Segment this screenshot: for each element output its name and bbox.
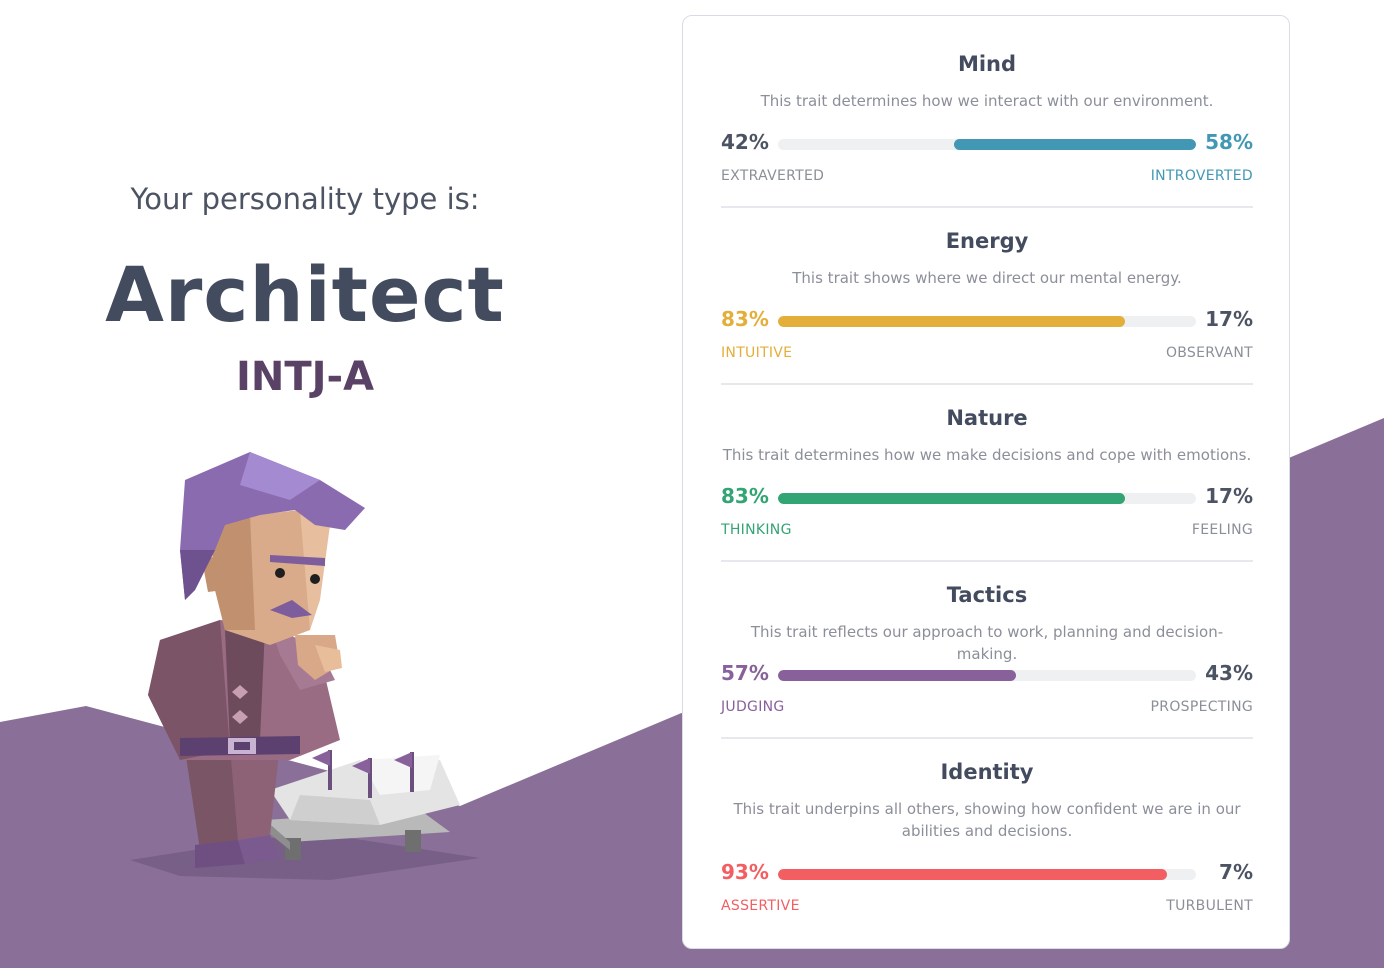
right-percentage: 17% xyxy=(1205,307,1253,331)
right-percentage: 7% xyxy=(1219,860,1253,884)
trait-divider xyxy=(721,206,1253,208)
trait-bar-track xyxy=(778,869,1196,880)
left-percentage: 57% xyxy=(721,661,769,685)
right-percentage: 58% xyxy=(1205,130,1253,154)
personality-traits-card: Mind This trait determines how we intera… xyxy=(682,15,1290,949)
trait-description: This trait determines how we make decisi… xyxy=(722,446,1252,464)
trait-bar-track xyxy=(778,670,1196,681)
trait-bar-fill xyxy=(778,670,1016,681)
trait-description: This trait shows where we direct our men… xyxy=(792,269,1182,287)
left-percentage: 83% xyxy=(721,307,769,331)
trait-bar-track xyxy=(778,316,1196,327)
trait-score-row: 83% 17% xyxy=(721,484,1253,514)
intro-text: Your personality type is: xyxy=(130,182,480,216)
personality-type-summary: Your personality type is: Architect INTJ… xyxy=(0,0,610,968)
trait-bar-fill xyxy=(778,493,1125,504)
right-trait-label: OBSERVANT xyxy=(1165,345,1253,361)
trait-labels: THINKING FEELING xyxy=(721,522,1253,542)
trait-title: Identity xyxy=(940,760,1034,784)
trait-divider xyxy=(721,560,1253,562)
trait-score-row: 57% 43% xyxy=(721,661,1253,691)
right-trait-label: INTROVERTED xyxy=(1150,168,1253,184)
trait-description: This trait reflects our approach to work… xyxy=(750,623,1224,663)
right-percentage: 17% xyxy=(1205,484,1253,508)
trait-labels: ASSERTIVE TURBULENT xyxy=(721,898,1253,918)
right-trait-label: TURBULENT xyxy=(1166,898,1253,914)
left-percentage: 42% xyxy=(721,130,769,154)
trait-score-row: 83% 17% xyxy=(721,307,1253,337)
left-percentage: 93% xyxy=(721,860,769,884)
trait-bar-fill xyxy=(778,869,1167,880)
trait-labels: INTUITIVE OBSERVANT xyxy=(721,345,1253,365)
trait-divider xyxy=(721,737,1253,739)
trait-title: Mind xyxy=(957,52,1017,76)
right-trait-label: FEELING xyxy=(1191,522,1253,538)
trait-score-row: 93% 7% xyxy=(721,860,1253,890)
right-trait-label: PROSPECTING xyxy=(1150,699,1253,715)
left-trait-label: INTUITIVE xyxy=(721,345,793,361)
personality-type-name: Architect xyxy=(105,250,505,339)
trait-bar-track xyxy=(778,139,1196,150)
trait-bar-fill xyxy=(954,139,1196,150)
trait-bar-fill xyxy=(778,316,1125,327)
left-trait-label: EXTRAVERTED xyxy=(721,168,825,184)
trait-title: Tactics xyxy=(946,583,1028,607)
trait-description: This trait underpins all others, showing… xyxy=(733,800,1241,840)
left-trait-label: THINKING xyxy=(721,522,792,538)
trait-divider xyxy=(721,383,1253,385)
left-trait-label: JUDGING xyxy=(721,699,785,715)
trait-title: Energy xyxy=(945,229,1029,253)
architect-character-illustration xyxy=(130,452,480,880)
right-percentage: 43% xyxy=(1205,661,1253,685)
trait-score-row: 42% 58% xyxy=(721,130,1253,160)
trait-bar-track xyxy=(778,493,1196,504)
trait-description: This trait determines how we interact wi… xyxy=(760,92,1214,110)
left-percentage: 83% xyxy=(721,484,769,508)
left-trait-label: ASSERTIVE xyxy=(721,898,800,914)
trait-labels: JUDGING PROSPECTING xyxy=(721,699,1253,719)
personality-type-code: INTJ-A xyxy=(235,354,375,400)
trait-title: Nature xyxy=(946,406,1028,430)
trait-labels: EXTRAVERTED INTROVERTED xyxy=(721,168,1253,188)
